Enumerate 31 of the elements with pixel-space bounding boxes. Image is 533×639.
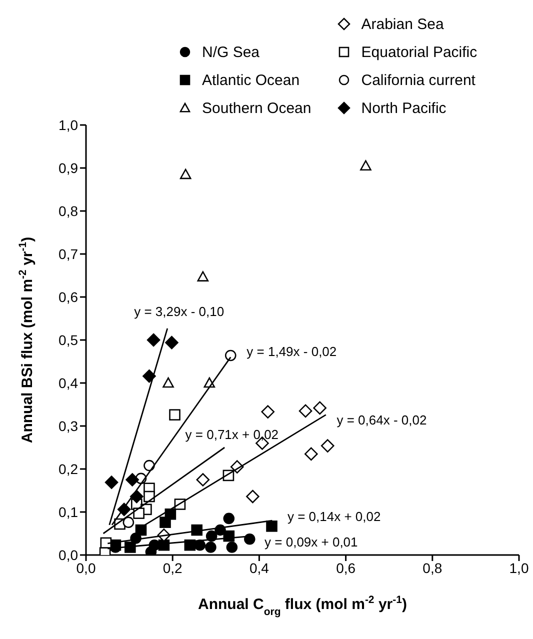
- legend-label: N/G Sea: [202, 44, 260, 60]
- y-tick-label: 0,1: [58, 504, 78, 520]
- y-tick-label: 0,0: [58, 546, 78, 563]
- annotation: y = 0,09x + 0,01: [264, 534, 358, 550]
- x-tick-label: 0,0: [76, 560, 96, 576]
- legend-label: Southern Ocean: [202, 100, 312, 116]
- annotation: y = 0,71x + 0,02: [185, 427, 279, 442]
- x-tick-label: 0,2: [162, 560, 183, 576]
- y-tick-label: 1,0: [58, 116, 78, 133]
- y-tick-label: 0,2: [58, 460, 78, 477]
- y-tick-label: 0,8: [58, 202, 78, 219]
- y-tick-label: 0,5: [58, 332, 78, 348]
- y-tick-label: 0,9: [58, 160, 78, 176]
- legend-label: California current: [361, 72, 476, 88]
- x-tick-label: 0,6: [336, 560, 356, 576]
- y-tick-label: 0,4: [58, 374, 78, 391]
- annotation: y = 0,14x + 0,02: [287, 508, 381, 524]
- x-tick-label: 0,8: [422, 560, 442, 576]
- legend-label: Equatorial Pacific: [361, 44, 478, 60]
- x-tick-label: 1,0: [509, 560, 529, 576]
- legend-label: Arabian Sea: [361, 16, 444, 32]
- x-tick-label: 0,4: [249, 560, 270, 576]
- y-tick-label: 0,3: [58, 418, 78, 434]
- legend-label: North Pacific: [361, 100, 446, 116]
- annotation: y = 3,29x - 0,10: [134, 304, 224, 320]
- annotation: y = 1,49x - 0,02: [246, 344, 337, 360]
- y-tick-label: 0,7: [58, 246, 78, 262]
- legend-label: Atlantic Ocean: [202, 72, 300, 88]
- annotation: y = 0,64x - 0,02: [336, 412, 427, 428]
- y-tick-label: 0,6: [58, 288, 78, 305]
- x-axis-title: Annual C$_{org}$ flux (mol m$^{-2}$ yr$^{-1}$): [198, 594, 407, 618]
